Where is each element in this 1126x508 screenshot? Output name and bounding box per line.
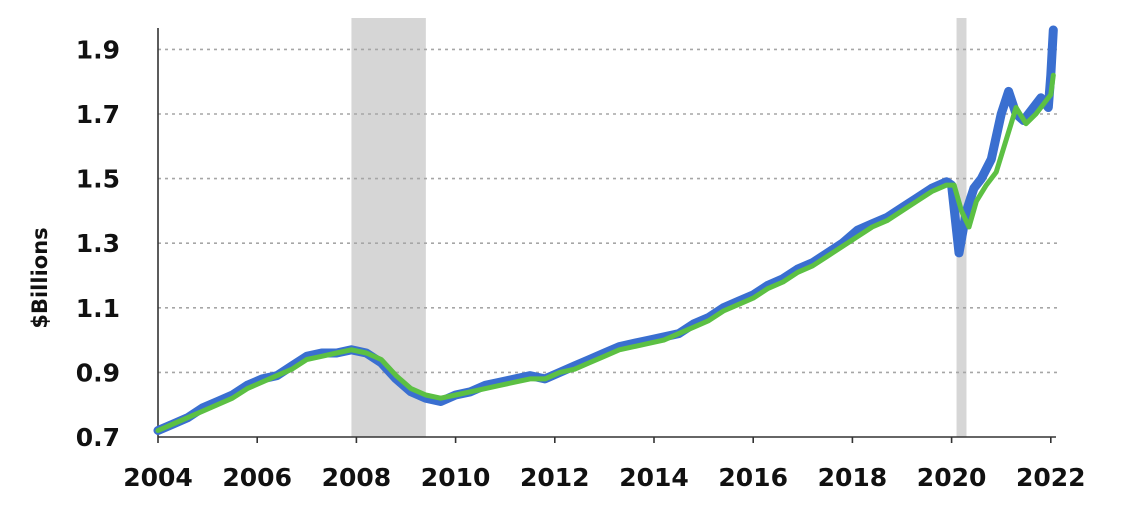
x-tick-label-9: 2022 <box>1016 463 1086 492</box>
x-tick-label-4: 2012 <box>520 463 590 492</box>
y-tick-label-6: 1.9 <box>76 35 120 64</box>
series-group <box>153 25 1058 435</box>
y-tick-label-1: 0.9 <box>76 358 120 387</box>
x-tick-label-7: 2018 <box>818 463 888 492</box>
y-tick-label-4: 1.5 <box>76 165 120 194</box>
y-tick-labels: 0.7 0.9 1.1 1.3 1.5 1.7 1.9 <box>76 35 120 452</box>
x-tick-label-8: 2020 <box>917 463 987 492</box>
y-tick-label-3: 1.3 <box>76 229 120 258</box>
x-tick-label-3: 2010 <box>421 463 491 492</box>
x-tick-label-2: 2008 <box>322 463 392 492</box>
x-tick-label-6: 2016 <box>718 463 788 492</box>
x-tick-label-0: 2004 <box>123 463 193 492</box>
x-tick-label-1: 2006 <box>222 463 292 492</box>
series-line-trend <box>155 72 1056 433</box>
y-tick-label-2: 1.1 <box>76 294 120 323</box>
y-tick-label-0: 0.7 <box>76 423 120 452</box>
x-tick-label-5: 2014 <box>619 463 689 492</box>
y-tick-label-5: 1.7 <box>76 100 120 129</box>
gridlines <box>158 48 1058 374</box>
x-tick-labels: 2004 2006 2008 2010 2012 2014 2016 2018 2020 2022 <box>123 463 1085 492</box>
axes <box>157 28 1056 443</box>
y-axis-label: $Billions <box>28 227 52 328</box>
